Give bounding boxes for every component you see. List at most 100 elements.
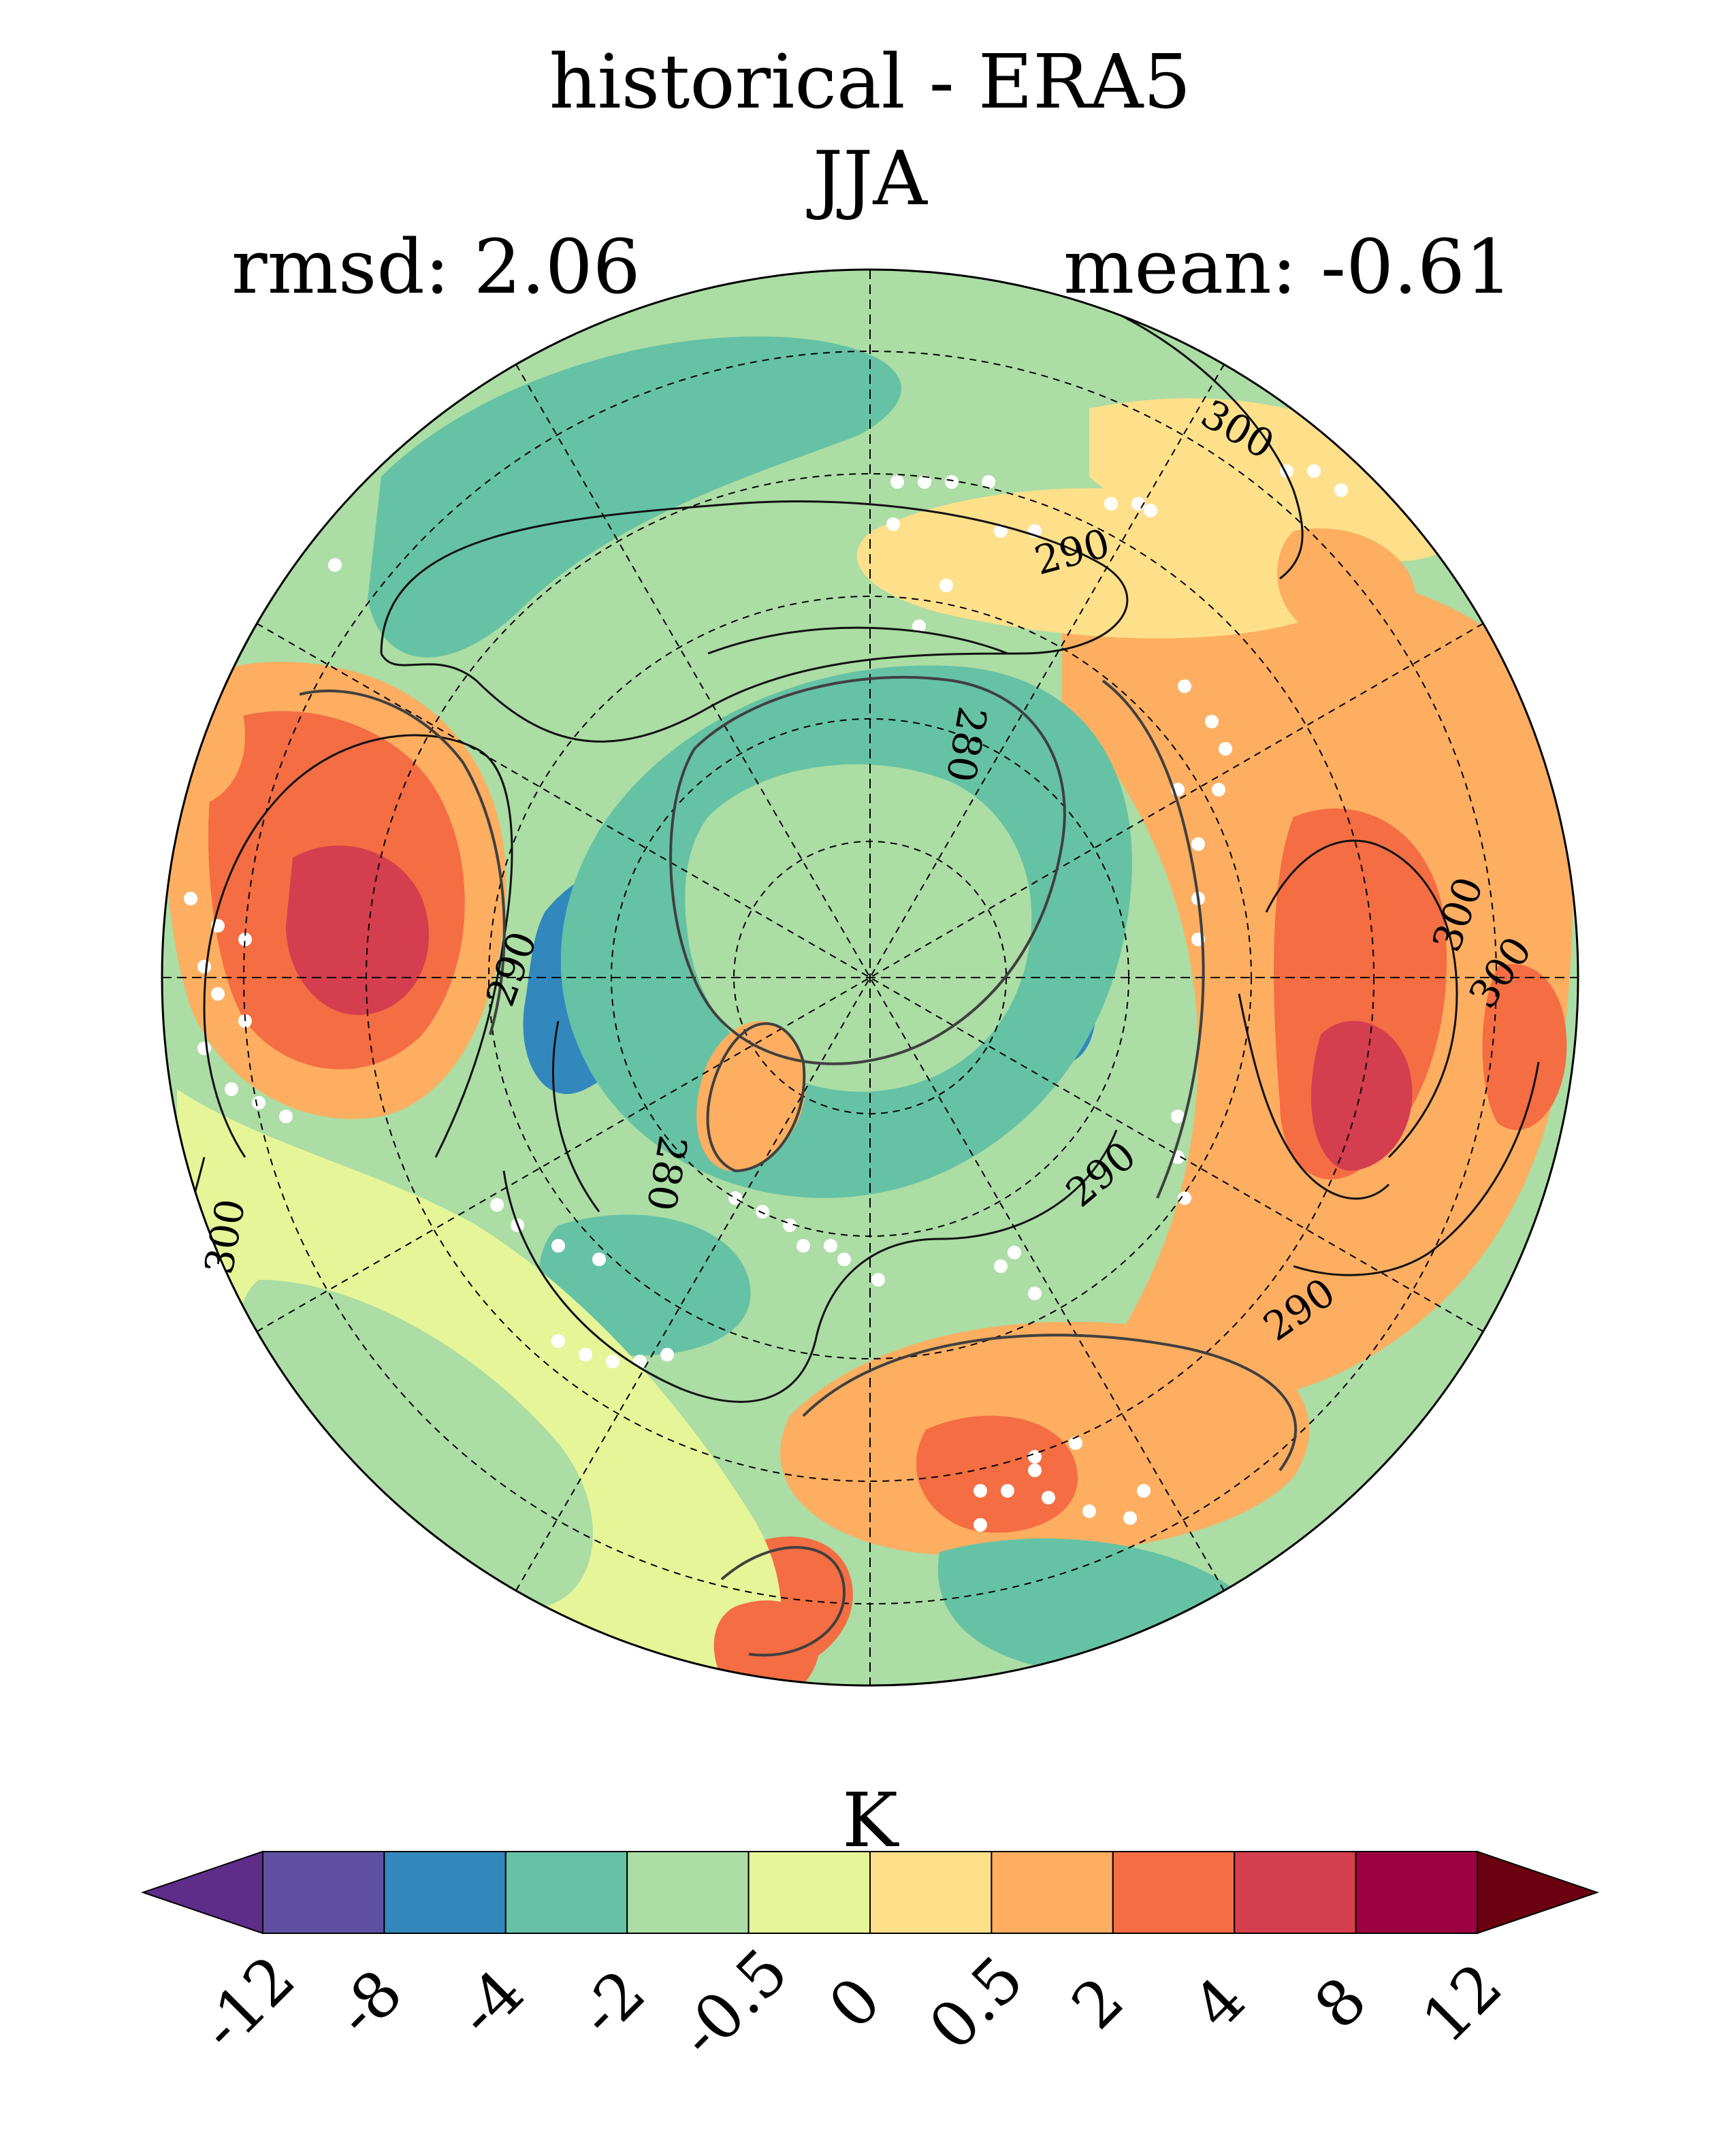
stipple-dot: [1307, 464, 1321, 478]
chart-title: historical - ERA5: [549, 38, 1191, 125]
stipple-dot: [756, 1205, 769, 1219]
stipple-dot: [225, 1082, 238, 1096]
arctic-core: [685, 764, 1032, 1092]
stipple-dot: [1069, 1436, 1082, 1450]
stipple-dot: [974, 1518, 987, 1532]
stipple-dot: [824, 1239, 837, 1253]
contour-line: [203, 734, 513, 1158]
colorbar-bin: [1355, 1851, 1478, 1934]
colorbar-tick-label: 2: [1058, 1963, 1138, 2043]
stipple-dot: [974, 1484, 987, 1498]
stipple-dot: [1212, 783, 1225, 796]
stipple-dot: [945, 475, 959, 489]
stipple-dot: [1001, 1484, 1014, 1498]
contour-line: [380, 500, 1129, 743]
colorbar-bin: [262, 1851, 385, 1934]
colorbar-tick-label: 12: [1409, 1950, 1516, 2057]
east-asia-warm: [1482, 964, 1567, 1130]
colorbar-bin: [748, 1851, 871, 1934]
stipple-dot: [886, 517, 900, 531]
stipple-dot: [592, 1253, 606, 1266]
colorbar-tick-label: 8: [1301, 1963, 1381, 2043]
stipple-dot: [1028, 1450, 1042, 1464]
stipple-dot: [1219, 742, 1232, 756]
coastline: [669, 675, 1066, 1065]
rmsd-label: rmsd: 2.06: [231, 223, 641, 310]
stipple-dot: [912, 619, 926, 633]
stipple-dot: [279, 1110, 293, 1123]
stipple-dot: [328, 558, 342, 572]
contour-line: [707, 626, 1008, 655]
stipple-dot: [890, 475, 904, 489]
stipple-dot: [797, 1239, 810, 1253]
contour-line: [169, 1157, 206, 1294]
colorbar-tick-label: -12: [187, 1942, 309, 2065]
stipple-dot: [238, 933, 252, 946]
stipple-dot: [1082, 1504, 1096, 1518]
east-siberia-warm: [1277, 528, 1416, 643]
stipple-dot: [490, 1198, 504, 1212]
contour-line: [1265, 839, 1458, 1159]
stipple-dot: [1008, 1246, 1021, 1259]
stipple-dot: [871, 1273, 885, 1287]
stipple-dot: [837, 1253, 851, 1266]
stipple-dot: [184, 892, 197, 905]
stipple-dot: [1028, 1287, 1042, 1300]
map-border: [161, 268, 1579, 1687]
colorbar-units: K: [842, 1777, 899, 1864]
contour-line: [1238, 993, 1390, 1200]
stipple-dot: [633, 1355, 647, 1368]
climatology-contours: [169, 312, 1540, 1657]
stipple-dot: [1191, 837, 1205, 851]
stipple-dot: [1178, 1191, 1191, 1205]
north-africa-warm: [713, 1600, 820, 1685]
coastline: [299, 689, 506, 1035]
colorbar-tick-label: -2: [564, 1956, 659, 2050]
stipple-dot: [1178, 679, 1191, 693]
north-pacific-cool-patch: [368, 336, 901, 658]
coastline: [720, 1546, 846, 1657]
colorbar-bin: [869, 1851, 993, 1934]
coastline: [1102, 679, 1205, 1199]
stipple-dot: [728, 1191, 742, 1205]
colorbar: -12 -8 -4 -2 -0.5 0 0.5 2 4 8 12: [140, 1850, 1600, 2071]
stipple-dot: [606, 1355, 620, 1368]
colorbar-under-triangle: [140, 1850, 263, 1935]
colorbar-tick-label: 0.5: [916, 1942, 1038, 2064]
contour-line: [1116, 312, 1304, 580]
north-america-hot-core: [286, 845, 430, 1015]
stipple-dot: [211, 987, 225, 1001]
stipple-dot: [579, 1348, 592, 1361]
meridian-line: [256, 623, 1484, 1332]
colorbar-bin: [383, 1851, 507, 1934]
stipple-dot: [918, 475, 931, 489]
stipple-dot: [1123, 1511, 1137, 1525]
contour-line: [1293, 1061, 1540, 1276]
colorbar-bin: [504, 1851, 628, 1934]
stipple-dot: [1042, 1491, 1055, 1504]
stipple-dot: [252, 1096, 266, 1110]
mean-label: mean: -0.61: [1063, 223, 1513, 310]
stipple-dot: [551, 1334, 565, 1348]
colorbar-tick-label: -8: [322, 1956, 417, 2050]
central-asia-hot-core: [1311, 1020, 1413, 1171]
stipple-dot: [1028, 1464, 1042, 1477]
stipple-dot: [1205, 715, 1219, 728]
stipple-dot: [1137, 1484, 1151, 1498]
stipple-dot: [994, 1259, 1008, 1273]
meridian-line: [515, 364, 1225, 1592]
coastline: [802, 1334, 1298, 1472]
stipple-dot: [197, 1042, 211, 1055]
stipple-dot: [994, 524, 1008, 538]
bias-field: [163, 336, 1573, 1685]
stipple-dot: [1144, 504, 1157, 517]
stipple-dot: [197, 960, 211, 973]
stipple-dot: [1104, 497, 1118, 511]
colorbar-over-triangle: [1477, 1850, 1600, 1935]
latitude-circle: [488, 596, 1252, 1359]
balkans-warm: [916, 1415, 1078, 1533]
atlantic-subtropical: [236, 1280, 593, 1609]
stipple-dot: [1334, 483, 1348, 497]
